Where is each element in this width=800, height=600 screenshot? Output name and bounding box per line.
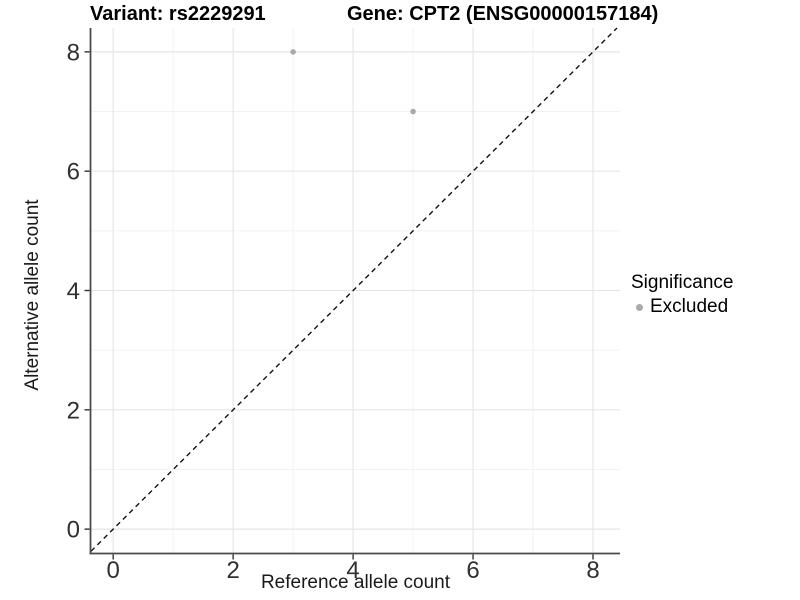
legend-item-label: Excluded bbox=[650, 296, 729, 317]
x-tick-label: 6 bbox=[466, 557, 479, 584]
legend-key bbox=[631, 299, 648, 316]
x-tick-label: 4 bbox=[346, 557, 359, 584]
y-axis-title: Alternative allele count bbox=[22, 199, 43, 391]
legend-title: Significance bbox=[631, 272, 734, 293]
y-tick-label: 0 bbox=[67, 517, 80, 544]
x-tick-label: 8 bbox=[586, 557, 599, 584]
legend-item-excluded: Excluded bbox=[631, 296, 733, 317]
legend: Significance Excluded bbox=[631, 272, 733, 317]
identity-dashed-line bbox=[90, 27, 618, 552]
x-tick-label: 2 bbox=[226, 557, 239, 584]
plot-title-gene: Gene: CPT2 (ENSG00000157184) bbox=[347, 3, 659, 25]
y-tick-label: 6 bbox=[67, 159, 80, 186]
x-tick-label: 0 bbox=[107, 557, 120, 584]
x-axis-title: Reference allele count bbox=[260, 572, 451, 593]
data-point bbox=[410, 108, 416, 115]
excluded-point-icon bbox=[636, 303, 643, 311]
y-tick-label: 8 bbox=[67, 39, 80, 66]
plot-title-variant: Variant: rs2229291 bbox=[90, 3, 266, 25]
y-tick-label: 2 bbox=[67, 397, 80, 424]
y-tick-label: 4 bbox=[67, 278, 80, 305]
data-point bbox=[290, 49, 296, 55]
